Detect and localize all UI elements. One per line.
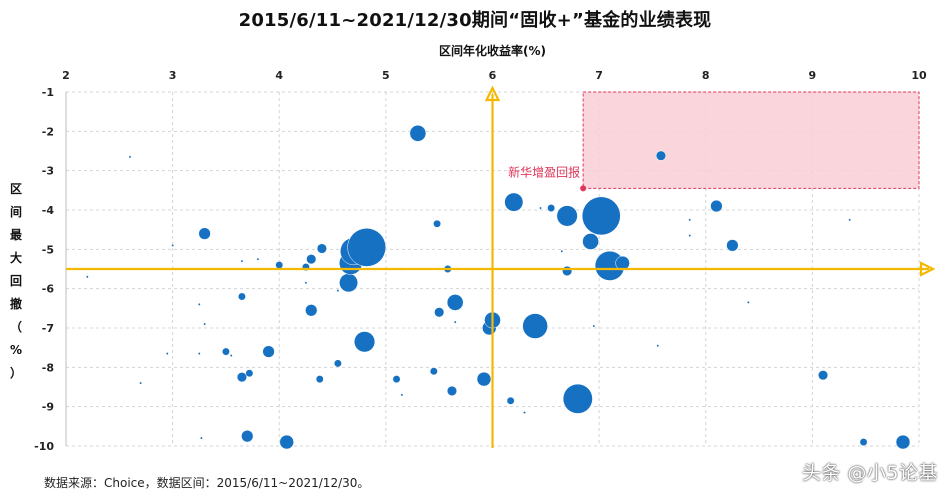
data-point [859,438,868,447]
y-tick-label: -4 [42,204,55,217]
data-point [245,369,254,378]
y-tick-label: -10 [34,440,54,453]
data-point [165,352,169,356]
data-point [688,234,692,238]
data-point [562,265,573,277]
y-tick-label: -5 [42,243,54,256]
data-point [556,205,578,227]
data-point [237,292,246,301]
data-point [347,228,387,267]
horizontal-axis-arrow [919,261,936,277]
x-tick-label: 7 [595,69,603,82]
x-tick-label: 9 [809,69,817,82]
data-point [203,322,207,326]
y-axis-label: 区间最大回撤（%） [9,182,23,380]
x-tick-label: 5 [382,69,390,82]
data-point [304,281,308,285]
data-point [236,372,247,383]
data-point [581,196,621,236]
data-point [547,204,556,212]
data-point [446,385,458,396]
data-point [895,434,911,450]
data-point [256,257,260,261]
data-point [746,300,750,304]
vertical-axis-arrow [484,85,501,102]
data-point [275,261,284,270]
data-point [433,219,442,228]
data-point [262,345,275,358]
x-tick-label: 2 [62,69,70,82]
x-tick-label: 4 [275,69,283,82]
data-point [354,331,376,353]
data-point [453,320,457,324]
data-point [655,150,667,161]
data-point [336,289,340,293]
data-point [710,199,723,213]
data-point [539,206,542,210]
data-point [333,359,342,368]
data-point [434,307,445,318]
data-point [392,375,401,384]
y-tick-label: -9 [42,401,54,414]
data-point [429,367,438,376]
data-point [656,344,660,348]
data-point [522,313,548,339]
data-point [339,273,359,293]
data-point [688,218,692,222]
annotation-label: 新华增盈回报 [508,164,580,179]
data-point [197,302,201,306]
data-point [199,436,203,440]
data-point [476,371,492,387]
data-point [560,249,564,253]
data-point [506,396,515,405]
data-point [315,375,324,384]
data-point [726,239,739,252]
data-point [316,243,327,254]
highlight-region [582,91,920,189]
data-point [504,192,524,212]
data-point [305,304,318,317]
chart-title: 2015/6/11~2021/12/30期间“固收+”基金的业绩表现 [238,10,712,31]
data-point [128,155,132,159]
data-point [817,370,829,381]
data-point [562,383,593,414]
watermark: 头条 @小5论基 [801,462,938,484]
x-tick-label: 3 [169,69,177,82]
data-point [197,352,201,356]
y-tick-label: -8 [42,361,54,374]
data-point [198,227,211,240]
x-tick-label: 10 [911,69,927,82]
x-axis-label: 区间年化收益率(%) [439,44,546,58]
data-point [523,411,526,415]
data-point [139,381,143,385]
annotation-point [580,185,587,192]
data-point [400,393,404,397]
data-point [240,259,244,263]
data-point [241,430,254,443]
y-tick-label: -1 [42,86,54,99]
y-tick-label: -2 [42,125,54,138]
x-tick-label: 8 [702,69,710,82]
data-point [306,254,317,265]
data-point [409,124,427,142]
y-tick-label: -6 [42,283,55,296]
y-tick-label: -7 [42,322,54,335]
y-tick-label: -3 [42,165,54,178]
data-point [279,434,294,450]
data-point [582,233,599,250]
data-point [171,243,175,247]
x-tick-label: 6 [489,69,497,82]
data-point [592,324,596,328]
data-point [85,275,89,279]
data-point [229,354,233,357]
data-point [446,294,464,311]
data-point [221,347,230,356]
data-source-note: 数据来源：Choice，数据区间：2015/6/11~2021/12/30。 [44,476,370,490]
data-point [848,218,852,222]
